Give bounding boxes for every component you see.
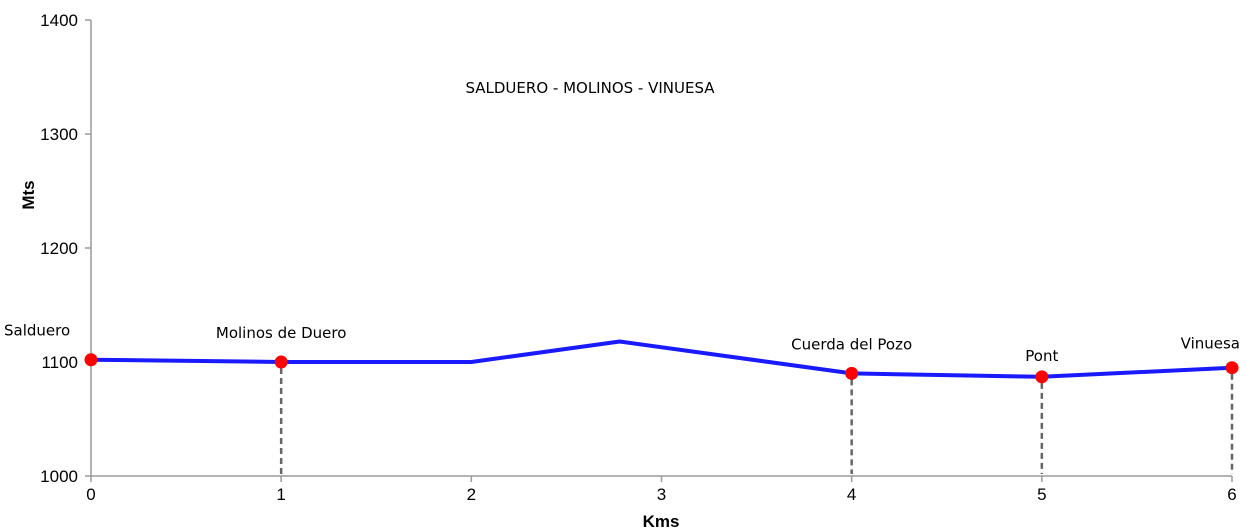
y-tick-label: 1200 (40, 239, 78, 258)
waypoint-label: Vinuesa (1181, 335, 1240, 353)
waypoint-label: Molinos de Duero (216, 324, 347, 342)
x-tick-label: 4 (847, 485, 856, 504)
waypoint-marker (274, 355, 288, 369)
droplines (279, 368, 1234, 474)
waypoint-marker (1035, 370, 1049, 384)
waypoint-markers (84, 353, 1239, 384)
waypoint-marker (84, 353, 98, 367)
y-ticks: 1000 1100 1200 1300 1400 (40, 11, 91, 486)
y-tick-label: 1400 (40, 11, 78, 30)
waypoint-labels: Salduero Molinos de Duero Cuerda del Pozo P… (4, 322, 1240, 365)
y-tick-label: 1100 (41, 353, 78, 372)
x-tick-label: 6 (1227, 485, 1236, 504)
x-tick-label: 0 (86, 485, 95, 504)
y-axis-title: Mts (19, 180, 38, 209)
waypoint-label: Salduero (4, 322, 70, 340)
chart-title: SALDUERO - MOLINOS - VINUESA (465, 79, 715, 97)
x-tick-label: 1 (276, 485, 285, 504)
x-tick-label: 2 (467, 485, 476, 504)
x-tick-label: 3 (657, 485, 666, 504)
waypoint-label: Pont (1025, 347, 1058, 365)
y-tick-label: 1000 (40, 467, 78, 486)
waypoint-label: Cuerda del Pozo (791, 335, 912, 353)
waypoint-marker (845, 366, 859, 380)
x-ticks: 0 1 2 3 4 5 6 (86, 476, 1237, 504)
y-tick-label: 1300 (40, 125, 78, 144)
x-tick-label: 5 (1037, 485, 1046, 504)
elevation-line (90, 339, 1233, 379)
waypoint-marker (1225, 361, 1239, 375)
x-axis-title: Kms (643, 512, 680, 531)
